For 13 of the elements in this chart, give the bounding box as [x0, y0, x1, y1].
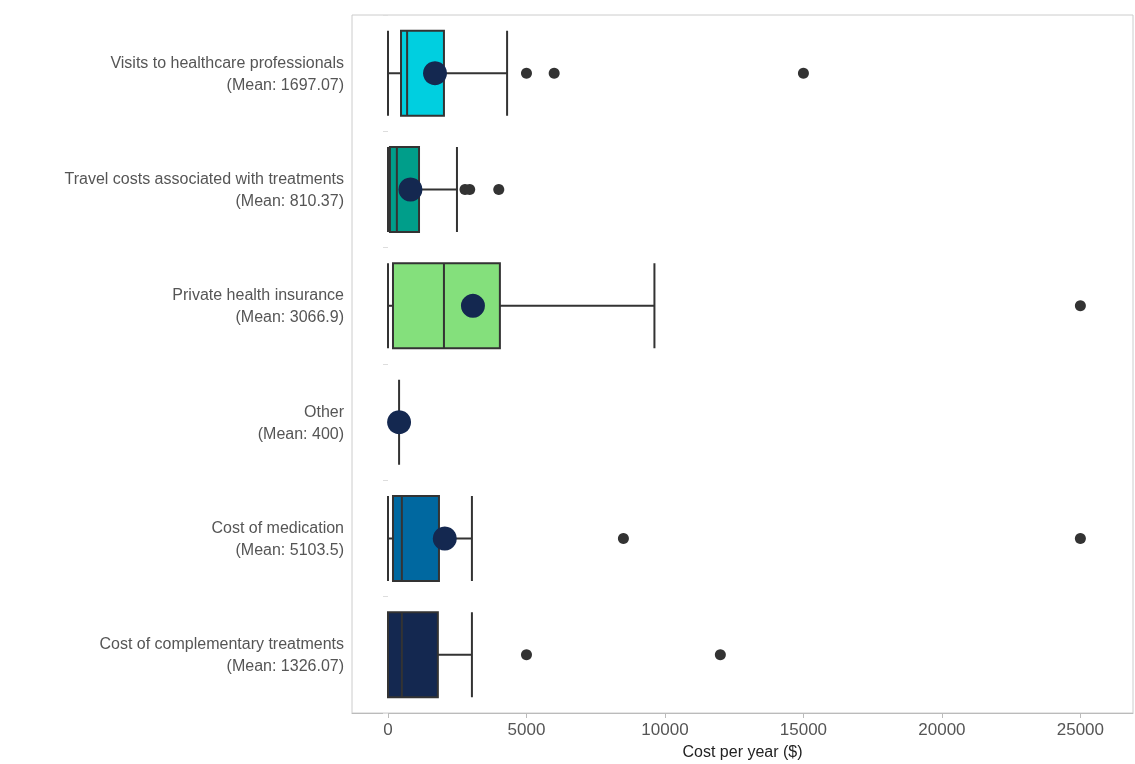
x-tick-label: 20000 — [918, 720, 966, 739]
y-tick-label: Travel costs associated with treatments (Mean: 810.37) — [64, 170, 344, 209]
y-tick-label: Visits to healthcare professionals (Mean: 1697.07) — [110, 53, 344, 93]
x-tick-label: 0 — [383, 720, 393, 739]
x-tick-label: 25000 — [1056, 720, 1105, 739]
y-tick-label: Other (Mean: 400) — [257, 402, 345, 442]
x-tick-label: 10000 — [641, 720, 689, 739]
y-tick-label: Cost of medication (Mean: 5103.5) — [211, 519, 344, 558]
x-tick-label: 15000 — [779, 720, 828, 739]
x-axis-title: Cost per year ($) — [682, 742, 803, 760]
x-tick-label: 5000 — [507, 720, 546, 739]
y-tick-label: Cost of complementary treatments (Mean: 1326.07) — [99, 635, 344, 675]
y-tick-label: Private health insurance (Mean: 3066.9) — [172, 286, 345, 326]
